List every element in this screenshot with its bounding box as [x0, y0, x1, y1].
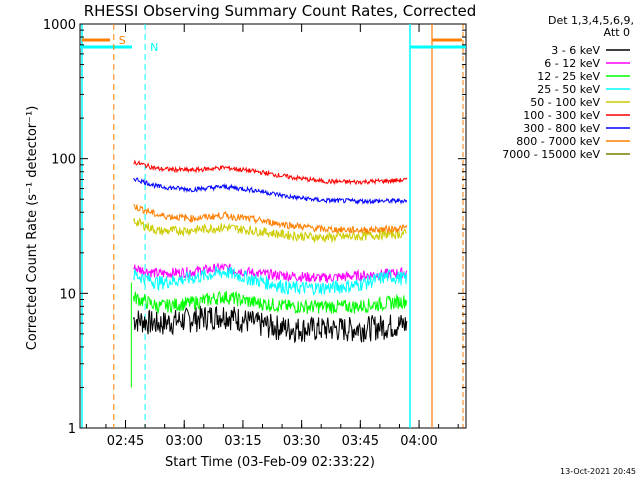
x-tick-label: 04:00 [400, 434, 437, 449]
footer-date: 13-Oct-2021 20:45 [560, 467, 636, 476]
y-tick-label: 1 [68, 422, 76, 437]
legend-label: 25 - 50 keV [537, 83, 600, 96]
plot-frame [79, 23, 467, 429]
y-tick-label: 100 [51, 153, 76, 168]
marker-label-n: N [150, 41, 158, 54]
y-tick-label: 10 [59, 287, 76, 302]
x-tick-label: 02:45 [107, 434, 144, 449]
plot-area [79, 23, 467, 429]
series-layer [130, 159, 408, 388]
markers-layer: SN [80, 24, 466, 428]
chart-title: RHESSI Observing Summary Count Rates, Co… [84, 2, 477, 20]
legend-label: 300 - 800 keV [523, 122, 600, 135]
series-line-7 [133, 203, 408, 235]
legend-label: 3 - 6 keV [551, 44, 600, 57]
series-line-6 [133, 177, 408, 205]
y-axis-label: Corrected Count Rate (s⁻¹ detector⁻¹) [25, 106, 40, 351]
legend-header-attenuator: Att 0 [604, 26, 630, 39]
legend-label: 12 - 25 keV [537, 70, 600, 83]
x-tick-label: 03:00 [165, 434, 202, 449]
series-line-0 [132, 305, 408, 344]
series-line-2 [132, 290, 408, 314]
series-line-3 [132, 265, 408, 296]
legend-label: 100 - 300 keV [523, 109, 600, 122]
legend-label: 7000 - 15000 keV [502, 148, 600, 161]
legend-label: 800 - 7000 keV [516, 135, 600, 148]
series-line-4 [132, 217, 407, 244]
y-tick-label: 1000 [43, 18, 76, 33]
x-axis-label: Start Time (03-Feb-09 02:33:22) [165, 455, 375, 470]
axes-layer: 02:45 03:00 03:15 03:30 03:45 04:00 1 10 100 1000 [43, 18, 466, 449]
marker-label-s: S [119, 34, 126, 47]
series-line-1 [133, 262, 408, 283]
legend-header-detectors: Det 1,3,4,5,6,9, [548, 14, 634, 27]
legend-label: 6 - 12 keV [544, 57, 600, 70]
x-tick-label: 03:45 [342, 434, 379, 449]
x-tick-label: 03:15 [224, 434, 261, 449]
x-tick-label: 03:30 [283, 434, 320, 449]
legend-label: 50 - 100 keV [530, 96, 600, 109]
series-line-5 [133, 159, 408, 186]
